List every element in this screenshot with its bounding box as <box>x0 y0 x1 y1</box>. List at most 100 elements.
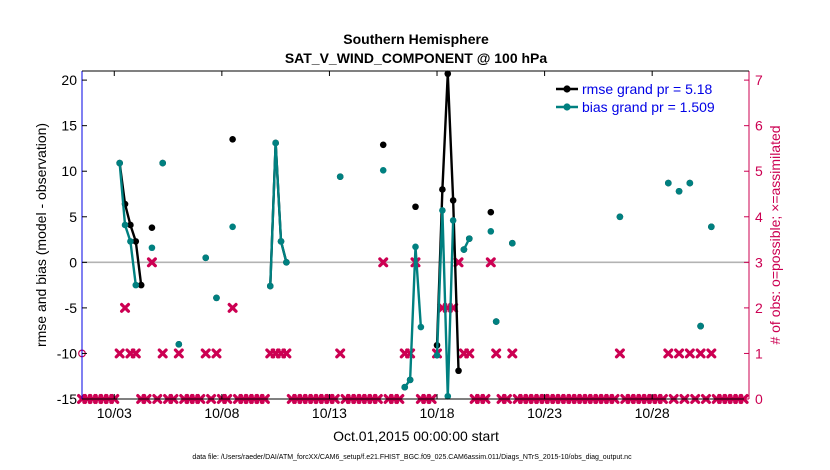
obs-assimilated-marker <box>663 348 674 359</box>
y-tick-label-left: 15 <box>61 118 77 134</box>
y-tick-label-right: 7 <box>755 72 763 88</box>
bias-point <box>159 159 166 167</box>
y-tick-label-left: -15 <box>57 391 77 407</box>
y-axis-label-right: # of obs: o=possible; ×=assimilated <box>767 125 783 344</box>
y-tick-label-right: 2 <box>755 300 763 316</box>
rmse-point <box>412 203 419 211</box>
y-tick-label-left: 10 <box>61 163 77 179</box>
rmse-point <box>132 238 140 245</box>
legend-box <box>551 78 744 116</box>
bias-point <box>336 173 344 180</box>
rmse-point <box>229 136 236 143</box>
rmse-point <box>449 197 457 204</box>
obs-assimilated-marker <box>211 348 222 359</box>
left-ticks: -15 -10 -5 0 5 10 15 20 <box>57 72 87 407</box>
bias-line <box>403 245 423 388</box>
x-tick-label: 10/28 <box>635 405 670 421</box>
chart-title: Southern Hemisphere <box>343 31 489 47</box>
y-tick-label-left: 0 <box>69 254 77 270</box>
bias-point <box>675 187 683 195</box>
bias-point <box>229 223 236 231</box>
bias-point <box>460 246 468 253</box>
y-tick-label-right: 0 <box>755 391 763 407</box>
legend-rmse-label: rmse grand pr = 5.18 <box>582 81 713 97</box>
obs-assimilated-marker <box>130 348 141 359</box>
bias-point <box>686 179 694 187</box>
y-axis-label-left: rmse and bias (model - observation) <box>33 123 49 347</box>
y-tick-label-left: -10 <box>57 345 77 361</box>
bias-point <box>116 159 123 167</box>
obs-assimilated-marker <box>173 348 184 359</box>
bias-point <box>509 239 516 247</box>
x-tick-label: 10/18 <box>419 405 454 421</box>
chart-subtitle: SAT_V_WIND_COMPONENT @ 100 hPa <box>285 50 548 66</box>
bias-point <box>401 383 409 391</box>
x-tick-label: 10/08 <box>204 405 239 421</box>
y-tick-label-left: -5 <box>65 300 78 316</box>
obs-assimilated-marker <box>485 257 496 268</box>
bias-point <box>127 238 134 245</box>
bias-point <box>697 322 704 330</box>
y-tick-label-right: 5 <box>755 163 763 179</box>
bias-point <box>412 243 419 251</box>
rmse-point <box>137 281 145 289</box>
obs-assimilated-marker <box>335 348 346 359</box>
bias-point <box>487 228 495 235</box>
bias-point <box>277 238 285 245</box>
series-group <box>116 70 715 400</box>
bias-point <box>417 323 425 331</box>
x-tick-label: 10/13 <box>312 405 347 421</box>
obs-assimilated-marker <box>114 348 125 359</box>
obs-assimilated-marker <box>200 348 211 359</box>
bias-point <box>266 282 274 290</box>
obs-assimilated-marker <box>507 348 518 359</box>
obs-assimilated-marker <box>706 348 717 359</box>
rmse-point <box>444 70 452 78</box>
obs-assimilated-marker <box>227 302 238 313</box>
x-tick-label: 10/23 <box>527 405 562 421</box>
obs-assimilated-marker <box>614 348 625 359</box>
rmse-point <box>127 221 134 229</box>
bias-point <box>616 213 624 221</box>
rmse-point <box>379 141 387 149</box>
obs-assimilated-marker <box>378 257 389 268</box>
rmse-point <box>439 186 446 193</box>
y-tick-label-right: 3 <box>755 254 763 270</box>
bias-point <box>202 254 210 262</box>
legend-bias-marker <box>563 103 571 111</box>
bias-line <box>269 141 288 287</box>
y-tick-label-right: 1 <box>755 345 763 361</box>
legend-rmse-marker <box>563 85 571 93</box>
bias-point <box>439 207 446 214</box>
bias-point <box>121 221 129 229</box>
bias-point <box>175 341 183 348</box>
rmse-point <box>148 224 156 232</box>
bias-point <box>132 281 140 289</box>
obs-assimilated-marker <box>491 348 502 359</box>
y-tick-label-right: 6 <box>755 118 763 134</box>
bias-point <box>708 223 715 231</box>
bias-point <box>213 294 220 302</box>
obs-assimilated-marker <box>281 348 292 359</box>
obs-assimilated-marker <box>464 348 475 359</box>
x-tick-label: 10/03 <box>97 405 132 421</box>
bias-point <box>272 139 279 147</box>
bias-point <box>449 217 457 224</box>
legend-bias-label: bias grand pr = 1.509 <box>582 99 715 115</box>
bias-point <box>379 167 387 174</box>
rmse-point <box>455 367 462 375</box>
x-axis-label: Oct.01,2015 00:00:00 start <box>333 428 499 444</box>
plot-area <box>82 71 749 399</box>
bias-point <box>148 244 156 252</box>
bias-point <box>283 259 290 266</box>
bias-point <box>444 392 452 400</box>
footnote: data file: /Users/raeder/DAI/ATM_forcXX/… <box>192 454 632 461</box>
bias-point <box>465 235 473 242</box>
rmse-point <box>487 208 495 216</box>
obs-assimilated-marker <box>695 348 706 359</box>
y-tick-label-left: 20 <box>61 72 77 88</box>
x-ticks: 10/03 10/08 10/13 10/18 10/23 10/28 <box>97 71 670 421</box>
bias-point <box>433 351 441 359</box>
bias-line <box>118 162 137 286</box>
